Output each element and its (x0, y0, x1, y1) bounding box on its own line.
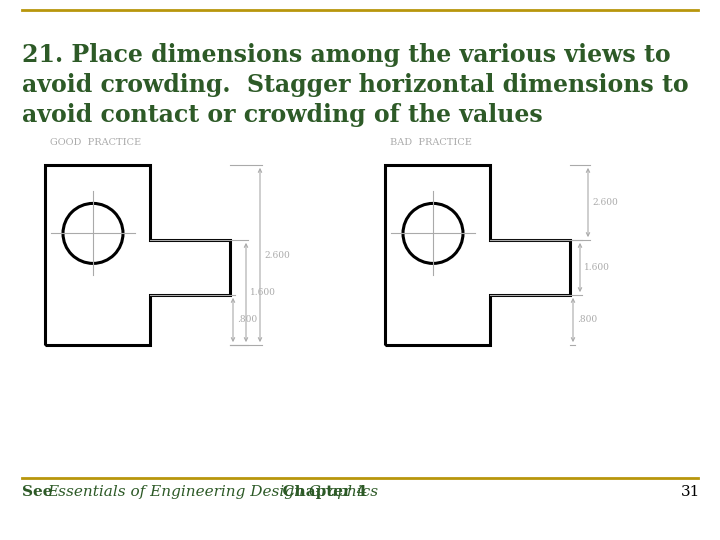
Text: .800: .800 (577, 315, 597, 325)
Text: 2.600: 2.600 (592, 198, 618, 207)
Text: BAD  PRACTICE: BAD PRACTICE (390, 138, 472, 147)
Text: .800: .800 (237, 315, 257, 325)
Text: Chapter 4: Chapter 4 (272, 485, 367, 499)
Text: 2.600: 2.600 (264, 251, 289, 260)
Text: 31: 31 (680, 485, 700, 499)
Text: See: See (22, 485, 58, 499)
Text: 21. Place dimensions among the various views to: 21. Place dimensions among the various v… (22, 43, 670, 67)
Text: avoid contact or crowding of the values: avoid contact or crowding of the values (22, 103, 543, 127)
Text: GOOD  PRACTICE: GOOD PRACTICE (50, 138, 141, 147)
Text: Essentials of Engineering Design Graphics: Essentials of Engineering Design Graphic… (47, 485, 378, 499)
Text: 1.600: 1.600 (250, 288, 276, 297)
Text: 1.600: 1.600 (584, 263, 610, 272)
Text: avoid crowding.  Stagger horizontal dimensions to: avoid crowding. Stagger horizontal dimen… (22, 73, 688, 97)
